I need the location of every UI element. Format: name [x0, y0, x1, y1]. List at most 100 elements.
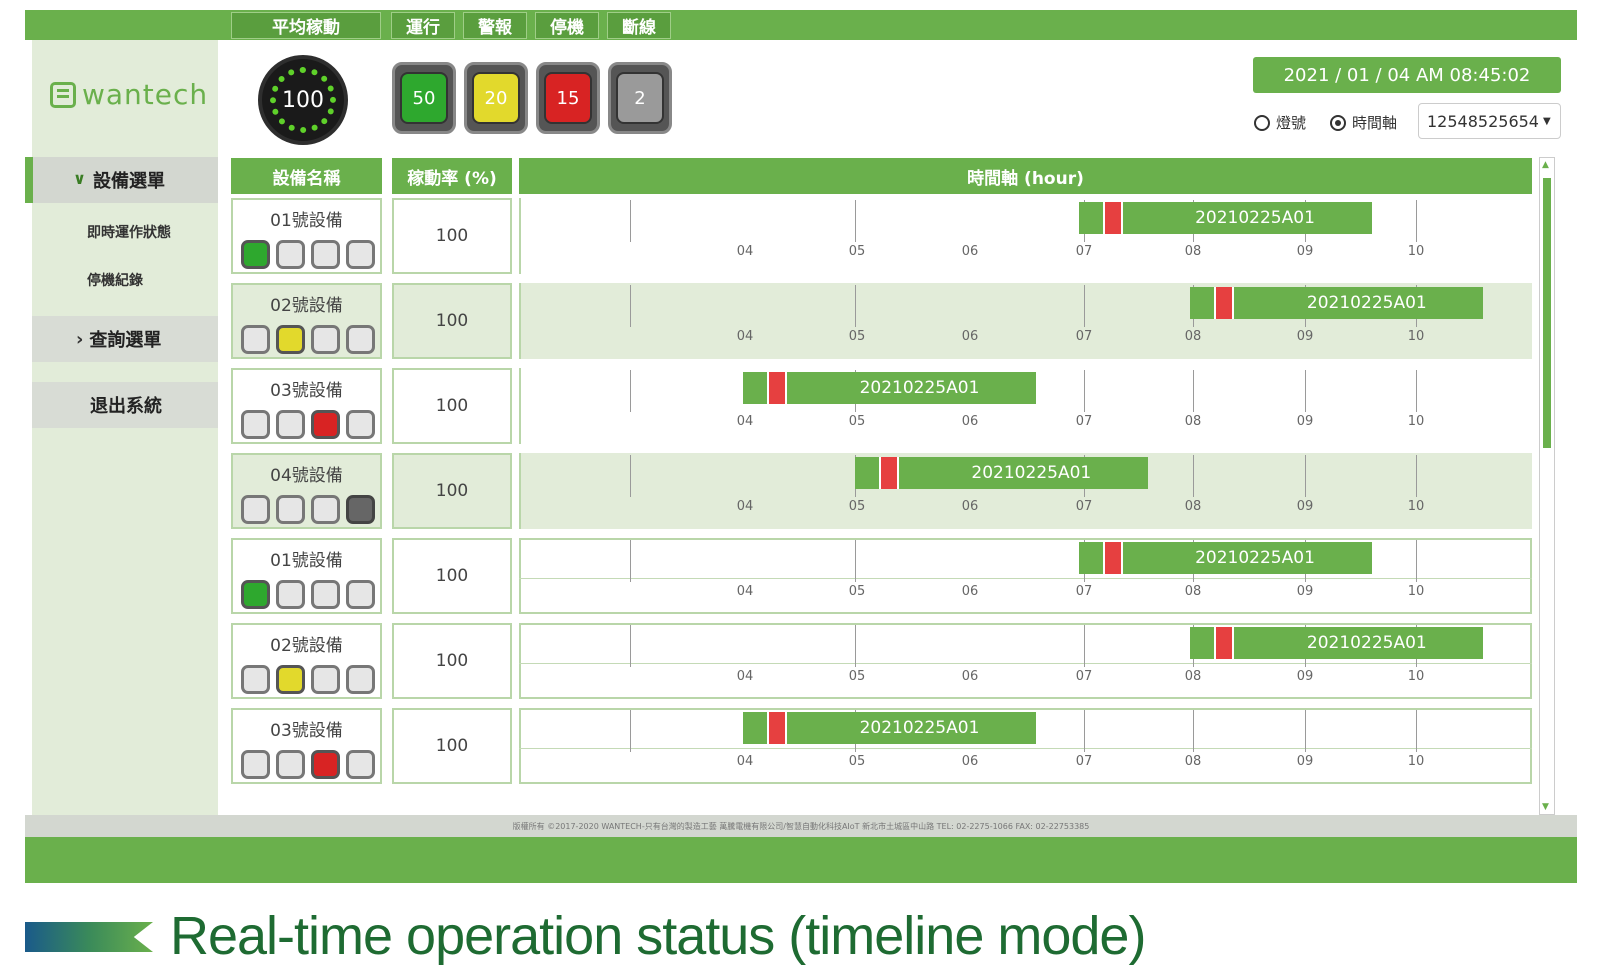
device-name-cell: 03號設備 [231, 708, 382, 784]
menu-device-label: 設備選單 [93, 171, 165, 192]
menu-query-label: 查詢選單 [89, 330, 162, 351]
timeline-tick-label: 04 [736, 584, 754, 599]
status-lamp [241, 750, 270, 779]
radio-lamp-label: 燈號 [1276, 114, 1307, 132]
timeline-tick-label: 08 [1184, 329, 1202, 344]
running-count-button[interactable]: 50 [392, 62, 456, 134]
timeline-tick-label: 07 [1075, 244, 1093, 259]
timeline-tick-label: 04 [736, 669, 754, 684]
status-lamp [241, 325, 270, 354]
scroll-up-icon[interactable]: ▲ [1542, 160, 1549, 170]
timeline-tick-label: 05 [848, 244, 866, 259]
timeline-tick-label: 07 [1075, 754, 1093, 769]
device-name-cell: 03號設備 [231, 368, 382, 444]
scroll-thumb[interactable] [1543, 178, 1551, 448]
job-bar[interactable]: 20210225A01 [1078, 202, 1372, 234]
radio-icon [1254, 114, 1270, 131]
timeline-tick-label: 05 [848, 754, 866, 769]
timeline-tick-label: 04 [736, 414, 754, 429]
tab-average-utilization[interactable]: 平均稼動 [231, 12, 381, 39]
radio-lamp-view[interactable]: 燈號 [1254, 112, 1306, 133]
scrollbar[interactable]: ▲ ▼ [1539, 157, 1555, 815]
timeline-row [519, 538, 1532, 614]
timeline-gridline [1416, 200, 1417, 242]
status-lamp [346, 410, 375, 439]
disconnected-count-button[interactable]: 2 [608, 62, 672, 134]
status-lamp [311, 665, 340, 694]
timeline-gridline [1193, 370, 1194, 412]
device-select-value: 12548525654 [1427, 111, 1539, 131]
status-lamps [241, 495, 375, 524]
job-bar[interactable]: 20210225A01 [743, 712, 1036, 744]
submenu-stop-records[interactable]: 停機紀錄 [87, 273, 143, 289]
job-bar[interactable]: 20210225A01 [1078, 542, 1372, 574]
logo-text: wantech [82, 78, 209, 111]
timeline-tick-label: 06 [961, 244, 979, 259]
menu-exit[interactable]: 退出系統 [32, 382, 218, 428]
tab-alarm[interactable]: 警報 [463, 12, 527, 39]
stop-segment [767, 372, 787, 404]
device-select[interactable]: 12548525654 ▼ [1418, 103, 1561, 139]
tab-disconnected[interactable]: 斷線 [607, 12, 671, 39]
timeline-tick-label: 10 [1407, 244, 1425, 259]
scroll-down-icon[interactable]: ▼ [1542, 802, 1549, 812]
timeline-gridline [630, 200, 631, 242]
job-id: 20210225A01 [859, 718, 980, 738]
timeline-gridline [1084, 710, 1085, 752]
device-name: 03號設備 [270, 381, 343, 401]
status-lamp [311, 240, 340, 269]
status-lamps [241, 410, 375, 439]
utilization-rate: 100 [435, 651, 469, 671]
device-name: 01號設備 [270, 551, 343, 571]
rate-cell: 100 [392, 623, 512, 699]
stop-segment [1214, 627, 1235, 659]
utilization-rate: 100 [435, 311, 469, 331]
device-name: 01號設備 [270, 211, 343, 231]
job-bar[interactable]: 20210225A01 [743, 372, 1036, 404]
status-lamp [346, 240, 375, 269]
stopped-count-button[interactable]: 15 [536, 62, 600, 134]
stop-segment [1102, 202, 1123, 234]
logo: wantech [50, 78, 208, 111]
device-name-cell: 02號設備 [231, 283, 382, 359]
tab-stopped[interactable]: 停機 [535, 12, 599, 39]
menu-query[interactable]: › 查詢選單 [32, 316, 218, 362]
job-id: 20210225A01 [1306, 633, 1427, 653]
timeline-tick-label: 09 [1296, 499, 1314, 514]
bottom-bar [25, 837, 1577, 883]
timeline-divider [519, 663, 1532, 664]
tab-running[interactable]: 運行 [391, 12, 455, 39]
timeline-gridline [855, 540, 856, 582]
status-lamp [346, 495, 375, 524]
status-lamps [241, 665, 375, 694]
timeline-tick-label: 09 [1296, 669, 1314, 684]
timeline-tick-label: 09 [1296, 584, 1314, 599]
timeline-tick-label: 09 [1296, 329, 1314, 344]
job-id: 20210225A01 [1306, 293, 1427, 313]
timeline-tick-label: 08 [1184, 584, 1202, 599]
timeline-tick-label: 06 [961, 669, 979, 684]
caption-title: Real-time operation status (timeline mod… [170, 906, 1146, 966]
running-count: 50 [400, 72, 448, 124]
status-lamp [241, 410, 270, 439]
menu-device[interactable]: ∨ 設備選單 [25, 157, 218, 203]
submenu-realtime-status[interactable]: 即時運作狀態 [87, 225, 171, 241]
radio-timeline-view[interactable]: 時間軸 [1330, 112, 1397, 133]
timeline-tick-label: 07 [1075, 329, 1093, 344]
timeline-gridline [1084, 370, 1085, 412]
rate-cell: 100 [392, 283, 512, 359]
timeline-tick-label: 08 [1184, 669, 1202, 684]
device-name-cell: 04號設備 [231, 453, 382, 529]
timeline-tick-label: 06 [961, 329, 979, 344]
timeline-gridline [1416, 455, 1417, 497]
job-bar[interactable]: 20210225A01 [1190, 627, 1484, 659]
chevron-right-icon: › [76, 328, 84, 350]
timeline-tick-label: 10 [1407, 669, 1425, 684]
timeline-tick-label: 08 [1184, 244, 1202, 259]
alarm-count-button[interactable]: 20 [464, 62, 528, 134]
timeline-divider [519, 748, 1532, 749]
timeline-gridline [630, 710, 631, 752]
job-bar[interactable]: 20210225A01 [854, 457, 1148, 489]
job-bar[interactable]: 20210225A01 [1190, 287, 1484, 319]
timeline-gridline [855, 625, 856, 667]
